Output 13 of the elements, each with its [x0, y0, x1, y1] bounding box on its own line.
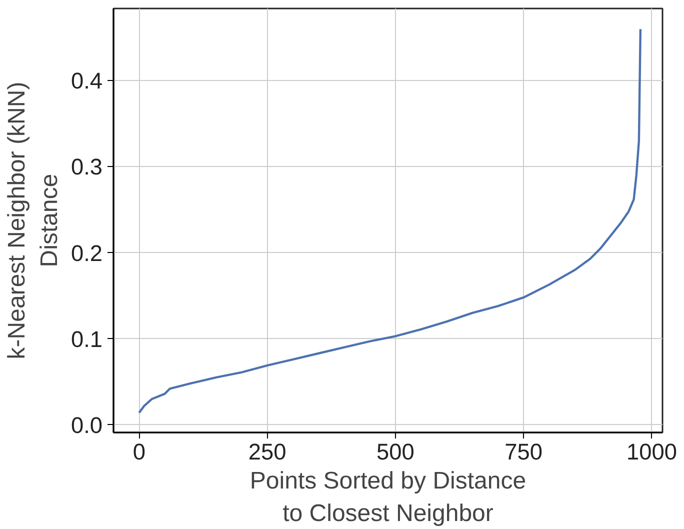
- x-tick-label: 500: [376, 438, 414, 464]
- y-tick-label: 0.4: [71, 68, 103, 94]
- x-tick-label: 0: [132, 438, 146, 464]
- x-tick-label: 250: [248, 438, 286, 464]
- line-series: [138, 28, 642, 414]
- y-tick-label: 0.2: [71, 240, 103, 266]
- x-axis-title: Points Sorted by Distance to Closest Neighbor: [250, 468, 526, 527]
- x-tick-label: 1000: [626, 438, 677, 464]
- y-tick-label: 0.3: [71, 154, 103, 180]
- y-axis-title: k-Nearest Neighbor (kNN) Distance: [4, 82, 64, 360]
- y-tick-label: 0.0: [71, 412, 103, 438]
- x-tick-label: 750: [504, 438, 542, 464]
- y-tick-label: 0.1: [71, 326, 103, 352]
